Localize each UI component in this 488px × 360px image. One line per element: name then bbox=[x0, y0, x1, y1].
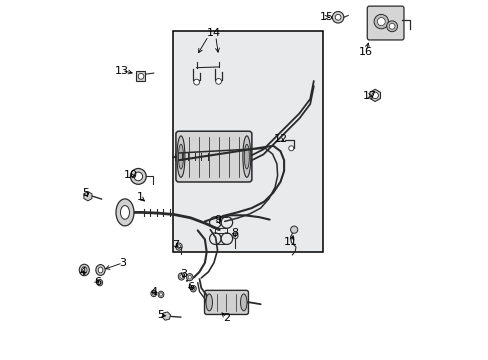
Text: 13: 13 bbox=[115, 66, 129, 76]
Circle shape bbox=[373, 14, 387, 29]
Circle shape bbox=[386, 21, 397, 32]
Text: 9: 9 bbox=[214, 215, 222, 225]
Text: 1: 1 bbox=[136, 192, 143, 202]
Ellipse shape bbox=[190, 285, 196, 292]
Ellipse shape bbox=[244, 144, 249, 169]
Circle shape bbox=[371, 92, 378, 99]
Circle shape bbox=[130, 168, 146, 184]
Ellipse shape bbox=[188, 275, 191, 279]
FancyBboxPatch shape bbox=[176, 131, 251, 182]
Text: 12: 12 bbox=[273, 134, 287, 144]
Ellipse shape bbox=[180, 275, 183, 278]
Ellipse shape bbox=[116, 199, 134, 226]
Text: 17: 17 bbox=[362, 91, 376, 101]
Text: 3: 3 bbox=[119, 258, 126, 268]
Text: 6: 6 bbox=[187, 282, 194, 292]
Ellipse shape bbox=[177, 245, 180, 248]
Text: 4: 4 bbox=[80, 267, 86, 277]
FancyBboxPatch shape bbox=[204, 290, 248, 315]
Circle shape bbox=[290, 226, 297, 233]
Circle shape bbox=[288, 146, 293, 151]
Ellipse shape bbox=[205, 294, 212, 311]
Ellipse shape bbox=[243, 136, 250, 177]
Text: 5: 5 bbox=[81, 188, 89, 198]
Ellipse shape bbox=[158, 291, 163, 298]
Ellipse shape bbox=[98, 281, 101, 284]
Ellipse shape bbox=[178, 144, 183, 169]
Text: 5: 5 bbox=[157, 310, 164, 320]
Ellipse shape bbox=[192, 287, 194, 291]
Text: 11: 11 bbox=[284, 237, 298, 247]
FancyBboxPatch shape bbox=[173, 31, 322, 252]
Text: 4: 4 bbox=[150, 287, 157, 297]
Ellipse shape bbox=[177, 136, 184, 177]
Bar bbox=[136, 71, 145, 81]
Circle shape bbox=[332, 12, 343, 23]
Ellipse shape bbox=[178, 273, 184, 280]
Ellipse shape bbox=[96, 265, 105, 275]
Ellipse shape bbox=[120, 206, 129, 219]
Text: 8: 8 bbox=[230, 228, 238, 238]
Circle shape bbox=[138, 73, 143, 79]
Text: 3: 3 bbox=[180, 269, 186, 279]
Circle shape bbox=[335, 14, 340, 20]
Text: 2: 2 bbox=[223, 312, 229, 323]
Text: 16: 16 bbox=[358, 47, 372, 57]
Ellipse shape bbox=[152, 292, 155, 295]
Text: 6: 6 bbox=[94, 276, 101, 287]
FancyBboxPatch shape bbox=[366, 6, 403, 40]
Circle shape bbox=[134, 172, 142, 181]
Ellipse shape bbox=[232, 233, 238, 239]
Ellipse shape bbox=[98, 267, 102, 273]
Circle shape bbox=[388, 23, 394, 29]
Ellipse shape bbox=[159, 293, 162, 296]
Circle shape bbox=[215, 78, 221, 84]
Circle shape bbox=[193, 79, 199, 85]
Circle shape bbox=[377, 18, 385, 26]
Ellipse shape bbox=[79, 264, 89, 276]
Ellipse shape bbox=[240, 294, 246, 311]
Ellipse shape bbox=[97, 279, 102, 286]
Text: 14: 14 bbox=[206, 28, 221, 39]
Ellipse shape bbox=[175, 243, 182, 250]
Text: 15: 15 bbox=[319, 12, 333, 22]
Text: 10: 10 bbox=[124, 170, 138, 180]
Ellipse shape bbox=[81, 267, 87, 273]
Ellipse shape bbox=[151, 290, 156, 297]
Text: 7: 7 bbox=[171, 240, 179, 250]
Ellipse shape bbox=[186, 274, 193, 281]
